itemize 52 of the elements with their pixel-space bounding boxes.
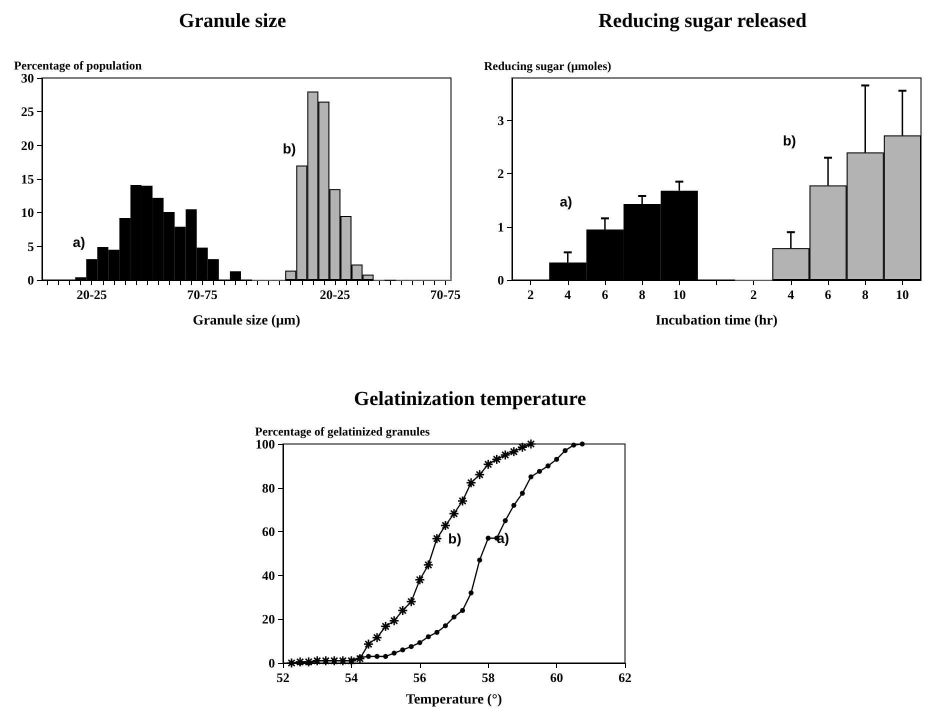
x-tick-label: 6 [824, 287, 832, 302]
y-tick-label: 5 [28, 238, 34, 254]
x-tick-label: 8 [862, 287, 869, 302]
x-axis-title: Granule size (μm) [192, 314, 301, 328]
y-tick-label: 1 [498, 219, 504, 234]
y-tick-label: 100 [256, 436, 275, 452]
y-tick-label: 15 [21, 172, 34, 186]
chart-title: Gelatinization temperature [354, 388, 586, 410]
series-label: a) [72, 234, 86, 250]
x-tick-label: 60 [550, 670, 564, 685]
y-axis-title: Reducing sugar (μmoles) [484, 59, 612, 73]
y-tick-label: 3 [498, 113, 504, 128]
x-tick-label: 52 [276, 670, 290, 685]
x-tick-label: 10 [672, 287, 686, 302]
series-label: a) [560, 193, 572, 210]
x-tick-label: 70-75 [430, 287, 462, 302]
x-tick-label: 2 [527, 287, 534, 302]
y-axis-title: Percentage of gelatinized granules [255, 424, 430, 439]
text: b) [782, 132, 796, 149]
chart-title: Granule size [178, 10, 286, 32]
x-tick-label: 56 [413, 670, 427, 685]
series-label: b) [282, 140, 296, 157]
x-tick-label: 58 [482, 670, 496, 685]
y-tick-label: 2 [498, 166, 504, 182]
x-tick-label: 70-75 [187, 287, 218, 302]
chart-title: Reducing sugar released [598, 10, 807, 32]
x-tick-label: 20-25 [320, 287, 351, 302]
y-tick-label: 20 [21, 138, 34, 153]
y-axis-title: Percentage of population [14, 58, 142, 73]
x-tick-label: 10 [896, 287, 909, 302]
y-tick-label: 30 [21, 70, 34, 86]
y-tick-label: 0 [268, 656, 275, 670]
x-tick-label: 4 [788, 287, 795, 302]
y-tick-label: 0 [498, 272, 504, 288]
y-tick-label: 25 [21, 104, 34, 120]
series-label: a) [496, 530, 510, 546]
x-tick-label: 54 [344, 670, 358, 685]
series-label: b) [448, 530, 462, 547]
y-tick-label: 80 [262, 480, 275, 496]
x-tick-label: 8 [638, 287, 646, 302]
x-tick-label: 6 [602, 287, 609, 302]
y-tick-label: 60 [262, 524, 275, 540]
x-axis-title: Temperature (°) [406, 692, 502, 708]
y-tick-label: 0 [28, 272, 34, 288]
x-tick-label: 4 [564, 287, 572, 302]
y-tick-label: 40 [262, 568, 275, 583]
x-tick-label: 2 [750, 287, 757, 302]
x-tick-label: 20-25 [76, 287, 108, 302]
x-axis-title: Incubation time (hr) [655, 314, 778, 328]
y-tick-label: 10 [21, 205, 34, 220]
x-tick-label: 62 [618, 670, 632, 685]
y-tick-label: 20 [262, 612, 275, 627]
